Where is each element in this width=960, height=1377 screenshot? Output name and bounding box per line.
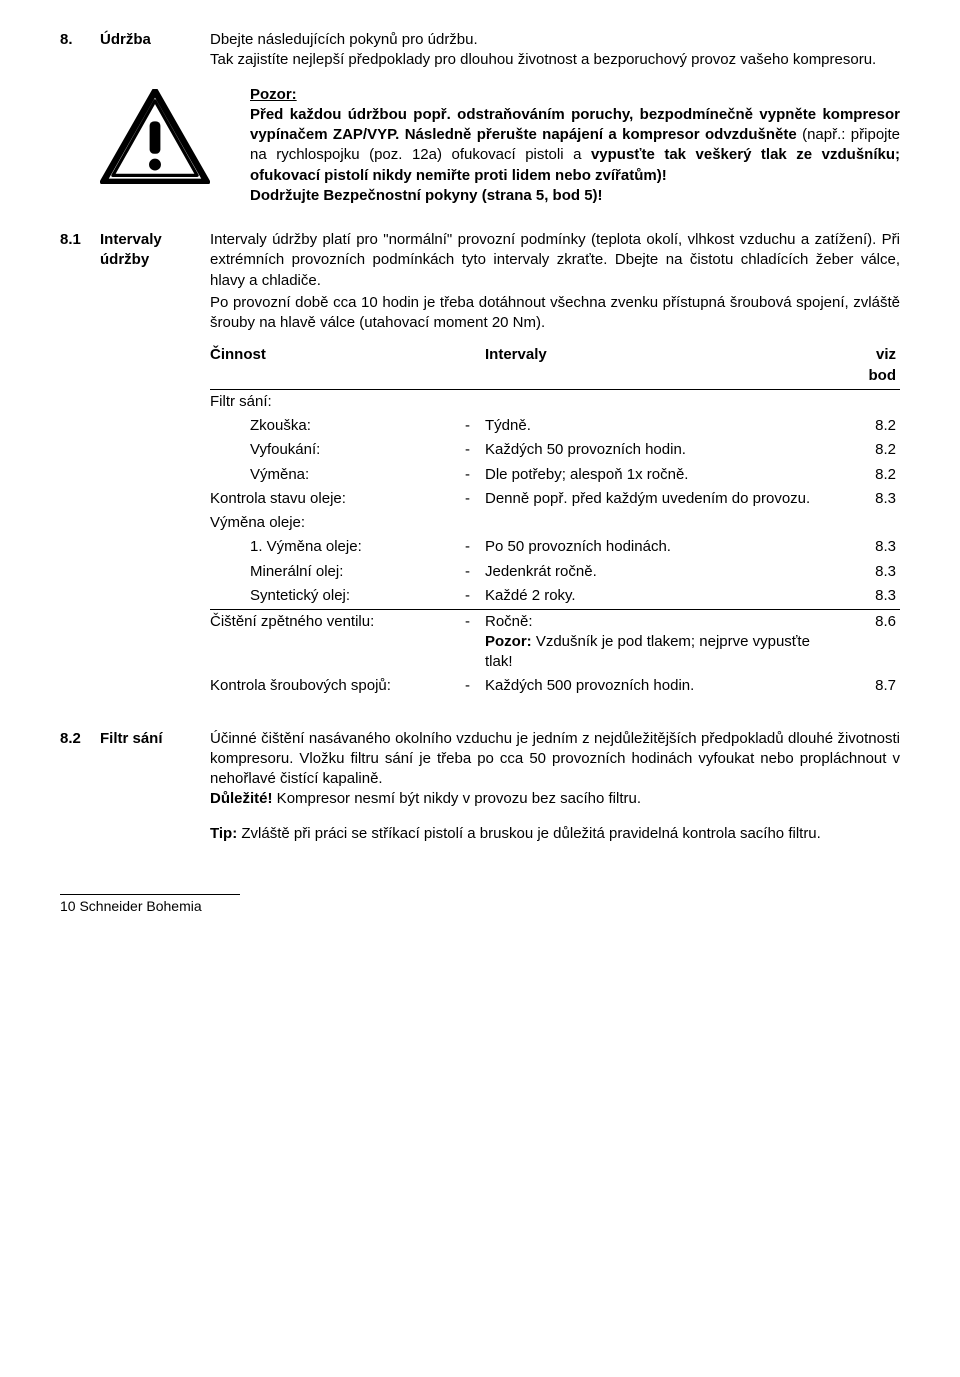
section-8-2: 8.2 Filtr sání Účinné čištění nasávaného… xyxy=(60,729,900,844)
cell-interval: Týdně. xyxy=(485,414,845,438)
cell-ref: 8.3 xyxy=(845,584,900,608)
warning-text: Pozor: Před každou údržbou popř. odstraň… xyxy=(250,85,900,207)
group-header: Výměna oleje: xyxy=(210,511,900,535)
cell-interval: Každých 500 provozních hodin. xyxy=(485,674,845,698)
intro-line: Dbejte následujících pokynů pro údržbu. xyxy=(210,30,900,50)
section-number: 8.1 xyxy=(60,230,100,715)
cell-ref: 8.3 xyxy=(845,487,900,511)
cell-ref: 8.2 xyxy=(845,414,900,438)
table-row: Filtr sání: xyxy=(210,389,900,414)
section-body: Účinné čištění nasávaného okolního vzduc… xyxy=(210,729,900,844)
footer-rule xyxy=(60,894,240,895)
cell-activity: 1. Výměna oleje: xyxy=(210,535,465,559)
section-body: Intervaly údržby platí pro "normální" pr… xyxy=(210,230,900,715)
cell-dash: - xyxy=(465,560,485,584)
warning-icon-col xyxy=(100,85,250,207)
cell-ref: 8.3 xyxy=(845,560,900,584)
section-label: Údržba xyxy=(100,30,210,71)
cell-ref: 8.2 xyxy=(845,463,900,487)
filter-tip: Tip: Zvláště při práci se stříkací pisto… xyxy=(210,824,900,844)
cell-activity: Čištění zpětného ventilu: xyxy=(210,609,465,674)
table-row: Minerální olej:-Jedenkrát ročně.8.3 xyxy=(210,560,900,584)
section-8-1: 8.1 Intervaly údržby Intervaly údržby pl… xyxy=(60,230,900,715)
cell-activity: Zkouška: xyxy=(210,414,465,438)
table-row: Zkouška:-Týdně.8.2 xyxy=(210,414,900,438)
cell-ref: 8.6 xyxy=(845,609,900,674)
cell-interval: Každých 50 provozních hodin. xyxy=(485,438,845,462)
table-header-row: Činnost Intervaly viz bod xyxy=(210,343,900,389)
cell-dash: - xyxy=(465,535,485,559)
cell-interval: Po 50 provozních hodinách. xyxy=(485,535,845,559)
section-label: Intervaly údržby xyxy=(100,230,210,715)
cell-interval: Jedenkrát ročně. xyxy=(485,560,845,584)
section-number: 8. xyxy=(60,30,100,71)
warning-triangle-icon xyxy=(100,89,210,184)
cell-activity: Vyfoukání: xyxy=(210,438,465,462)
cell-activity: Syntetický olej: xyxy=(210,584,465,608)
col-ref: viz bod xyxy=(845,343,900,389)
page-footer: 10 Schneider Bohemia xyxy=(60,894,900,916)
table-row: Kontrola stavu oleje:-Denně popř. před k… xyxy=(210,487,900,511)
warning-paragraph: Před každou údržbou popř. odstraňováním … xyxy=(250,105,900,186)
cell-interval: Denně popř. před každým uvedením do prov… xyxy=(485,487,845,511)
section-number: 8.2 xyxy=(60,729,100,844)
warning-block: Pozor: Před každou údržbou popř. odstraň… xyxy=(60,85,900,207)
cell-ref: 8.2 xyxy=(845,438,900,462)
table-row: Výměna oleje: xyxy=(210,511,900,535)
group-header: Filtr sání: xyxy=(210,389,900,414)
filter-p2: Důležité! Kompresor nesmí být nikdy v pr… xyxy=(210,789,900,809)
warning-title: Pozor: xyxy=(250,86,297,103)
col-activity: Činnost xyxy=(210,343,465,389)
col-interval: Intervaly xyxy=(485,343,845,389)
section-label: Filtr sání xyxy=(100,729,210,844)
cell-dash: - xyxy=(465,414,485,438)
cell-activity: Minerální olej: xyxy=(210,560,465,584)
intro-line-2: Tak zajistíte nejlepší předpoklady pro d… xyxy=(210,50,900,70)
cell-dash: - xyxy=(465,609,485,674)
section-8: 8. Údržba Dbejte následujících pokynů pr… xyxy=(60,30,900,71)
table-row: Syntetický olej:-Každé 2 roky.8.3 xyxy=(210,584,900,608)
intervals-p1: Intervaly údržby platí pro "normální" pr… xyxy=(210,230,900,291)
warning-safety-line: Dodržujte Bezpečnostní pokyny (strana 5,… xyxy=(250,186,900,206)
cell-interval: Každé 2 roky. xyxy=(485,584,845,608)
table-row: Čištění zpětného ventilu:-Ročně:Pozor: V… xyxy=(210,609,900,674)
section-body: Dbejte následujících pokynů pro údržbu. … xyxy=(210,30,900,71)
cell-interval: Ročně:Pozor: Vzdušník je pod tlakem; nej… xyxy=(485,609,845,674)
cell-interval: Dle potřeby; alespoň 1x ročně. xyxy=(485,463,845,487)
table-row: Vyfoukání:-Každých 50 provozních hodin.8… xyxy=(210,438,900,462)
intervals-p2: Po provozní době cca 10 hodin je třeba d… xyxy=(210,293,900,334)
table-row: Kontrola šroubových spojů:-Každých 500 p… xyxy=(210,674,900,698)
maintenance-table: Činnost Intervaly viz bod Filtr sání:Zko… xyxy=(210,343,900,698)
cell-activity: Výměna: xyxy=(210,463,465,487)
cell-dash: - xyxy=(465,438,485,462)
cell-activity: Kontrola šroubových spojů: xyxy=(210,674,465,698)
table-row: Výměna:-Dle potřeby; alespoň 1x ročně.8.… xyxy=(210,463,900,487)
table-row: 1. Výměna oleje:-Po 50 provozních hodiná… xyxy=(210,535,900,559)
filter-p1: Účinné čištění nasávaného okolního vzduc… xyxy=(210,729,900,790)
cell-activity: Kontrola stavu oleje: xyxy=(210,487,465,511)
footer-text: 10 Schneider Bohemia xyxy=(60,897,900,916)
cell-ref: 8.3 xyxy=(845,535,900,559)
cell-dash: - xyxy=(465,463,485,487)
cell-ref: 8.7 xyxy=(845,674,900,698)
cell-dash: - xyxy=(465,584,485,608)
cell-dash: - xyxy=(465,674,485,698)
cell-dash: - xyxy=(465,487,485,511)
